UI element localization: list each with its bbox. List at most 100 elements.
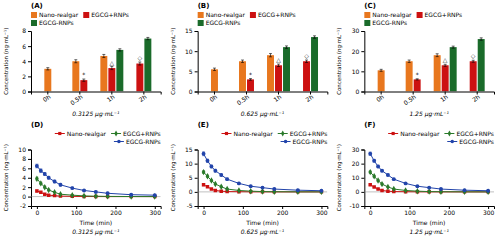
marker xyxy=(39,191,42,194)
marker xyxy=(47,187,51,193)
y-tick-label: 4 xyxy=(22,58,26,65)
legend-label: Nano-realgar xyxy=(39,11,79,19)
legend-marker xyxy=(284,140,288,144)
marker xyxy=(214,189,217,192)
error-bar xyxy=(386,174,389,176)
plot-area xyxy=(211,36,318,92)
y-axis: -100102030 xyxy=(350,146,365,210)
y-tick: -5 xyxy=(187,202,198,209)
x-tick: 2h xyxy=(471,92,481,104)
x-tick: 100 xyxy=(404,206,416,216)
marker xyxy=(380,181,384,187)
bar xyxy=(283,47,290,91)
x-tick-label: 1h xyxy=(439,93,449,103)
panel: (B)Nano-realgarEGCG+RNPsEGCG-RNPs051015C… xyxy=(170,2,328,118)
y-tick-label: 20 xyxy=(352,160,360,167)
marker xyxy=(59,191,63,197)
legend-item: Nano-realgar xyxy=(55,130,107,138)
y-tick-mark xyxy=(28,61,31,62)
legend: Nano-realgarEGCG+RNPsEGCG-RNPs xyxy=(31,11,129,26)
error-bar xyxy=(416,79,419,80)
x-tick-label: 0h xyxy=(41,93,51,103)
marker xyxy=(70,192,74,198)
y-tick: 8 xyxy=(22,27,31,34)
x-tick-label: 1h xyxy=(272,93,282,103)
marker xyxy=(210,177,214,183)
line xyxy=(204,172,322,192)
marker xyxy=(463,188,467,192)
marker xyxy=(43,184,47,190)
y-tick-label: 15 xyxy=(185,146,193,153)
panel: (F)Nano-realgarEGCG+RNPsEGCG-RNPs-100102… xyxy=(336,121,494,237)
marker xyxy=(70,186,74,190)
error-bar xyxy=(213,68,216,70)
marker xyxy=(35,164,39,168)
legend-item: Nano-realgar xyxy=(388,130,440,138)
y-tick-mark xyxy=(361,178,364,179)
legend-label: EGCG-RNPs xyxy=(206,19,241,26)
marker xyxy=(129,193,133,197)
y-tick-mark xyxy=(361,92,364,93)
error-bar xyxy=(220,174,223,176)
legend-label: EGCG+RNPs xyxy=(456,130,494,137)
error-bar xyxy=(153,194,156,196)
y-tick-label: 2 xyxy=(22,73,26,80)
legend: Nano-realgarEGCG+RNPsEGCG-RNPs xyxy=(388,130,494,145)
legend-item: EGCG-RNPs xyxy=(114,138,161,145)
bar xyxy=(44,69,51,92)
legend-label: Nano-realgar xyxy=(206,11,246,19)
plot-area xyxy=(198,152,328,195)
marker xyxy=(53,189,57,195)
y-tick-mark xyxy=(361,150,364,151)
marker xyxy=(376,164,380,168)
figure: (A)Nano-realgarEGCG+RNPsEGCG-RNPs02468Co… xyxy=(0,0,500,237)
error-bar xyxy=(202,152,205,156)
legend-item: Nano-realgar xyxy=(364,11,412,19)
legend-item: EGCG-RNPs xyxy=(281,138,328,145)
legend-item: EGCG+RNPs xyxy=(250,11,296,18)
y-tick: -10 xyxy=(350,202,365,209)
y-axis-title: Concentration (ng·mL⁻¹) xyxy=(170,28,177,95)
marker xyxy=(486,189,490,193)
x-tick-label: 200 xyxy=(277,209,289,216)
x-tick: 300 xyxy=(150,206,162,216)
y-tick-mark xyxy=(28,187,31,188)
annotation: * xyxy=(416,71,419,78)
y-axis-line xyxy=(28,32,32,93)
error-bar xyxy=(102,54,105,57)
error-bar xyxy=(480,38,483,40)
x-axis: 0h0.5h1h2h xyxy=(365,92,495,107)
panel: (C)Nano-realgarEGCG+RNPsEGCG-RNPs0102030… xyxy=(336,2,494,118)
y-tick-label: 15 xyxy=(185,27,193,34)
y-tick: 2 xyxy=(22,184,31,191)
y-tick: 10 xyxy=(185,48,198,55)
y-tick-mark xyxy=(28,76,31,77)
legend-marker xyxy=(58,132,61,135)
x-tick-label: 0 xyxy=(202,209,206,216)
bar xyxy=(80,80,87,91)
marker xyxy=(153,193,157,199)
title: (F) xyxy=(364,121,375,129)
error-bar xyxy=(74,60,77,63)
plot-area xyxy=(31,164,161,200)
y-tick: 5 xyxy=(189,68,198,75)
error-bar xyxy=(214,169,217,172)
y-tick-mark xyxy=(28,178,31,179)
y-tick-label: 10 xyxy=(185,160,193,167)
marker xyxy=(486,189,490,195)
marker xyxy=(237,187,241,193)
legend-item: EGCG-RNPs xyxy=(198,19,241,26)
y-tick-mark xyxy=(28,92,31,93)
y-tick-mark xyxy=(361,192,364,193)
marker xyxy=(106,191,110,195)
marker xyxy=(427,186,431,190)
y-axis-title: Concentration (ng·mL⁻¹) xyxy=(170,144,177,211)
y-tick-mark xyxy=(195,192,198,193)
error-bar xyxy=(241,60,244,62)
annotations: *△◇ xyxy=(82,54,142,78)
y-tick: 5 xyxy=(189,174,198,181)
legend-label: EGCG-RNPs xyxy=(126,138,161,145)
error-bar xyxy=(35,190,38,192)
error-bar xyxy=(47,194,50,196)
y-tick: 4 xyxy=(22,58,31,65)
